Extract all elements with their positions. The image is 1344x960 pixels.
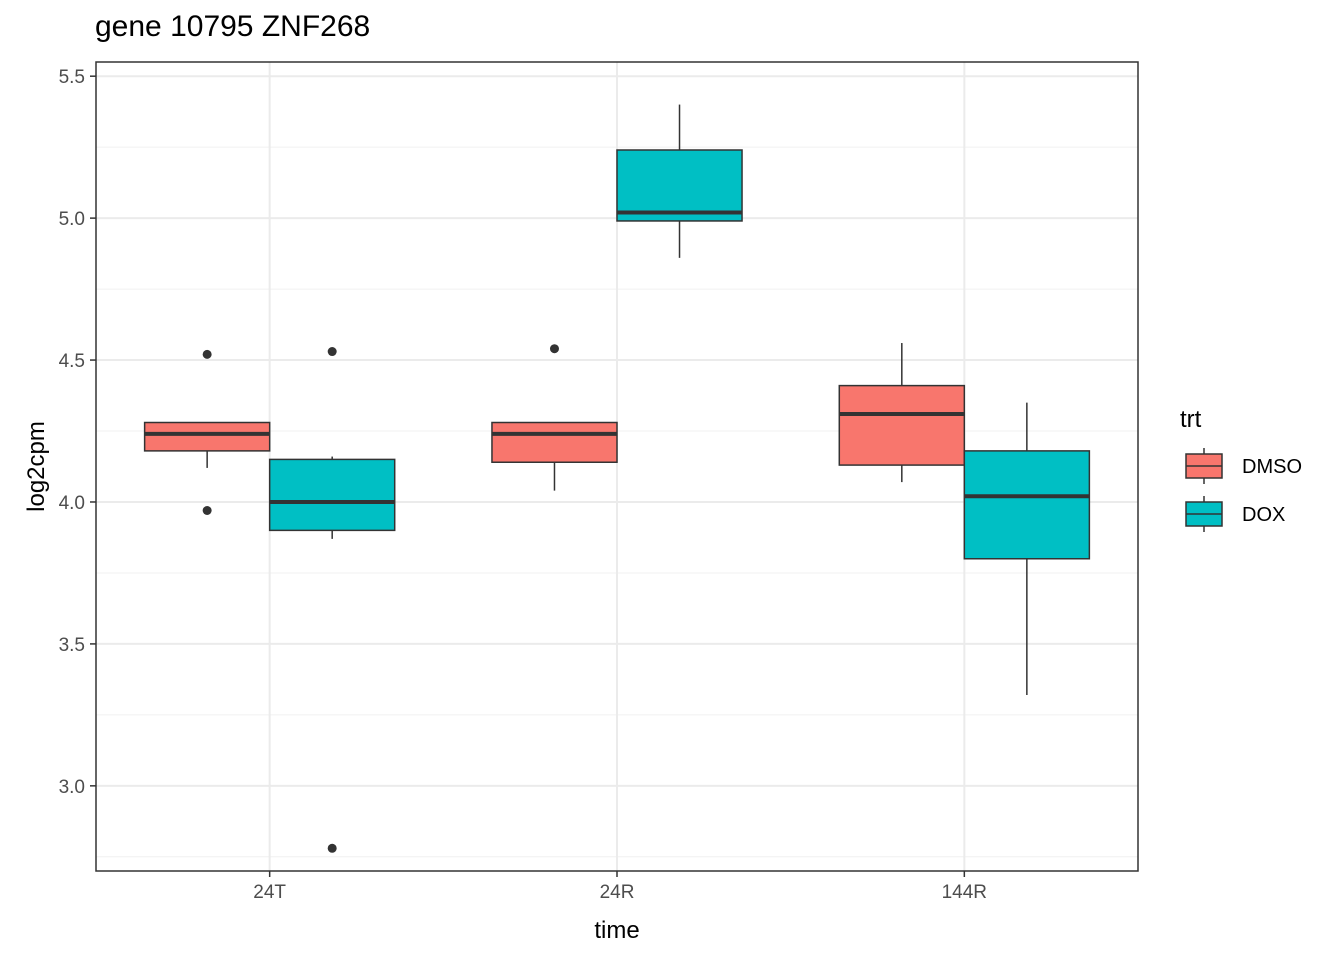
boxes <box>143 104 1091 853</box>
legend: trt DMSO DOX <box>1180 406 1302 532</box>
y-tick-label: 5.0 <box>59 209 85 230</box>
box-dox-144r <box>963 402 1091 696</box>
y-axis-title: log2cpm <box>23 421 50 512</box>
y-tick-label: 3.0 <box>59 777 85 798</box>
box-iqr <box>616 149 743 222</box>
box-dox-24t <box>268 347 396 853</box>
box-dmso-24r <box>491 344 618 491</box>
x-tick-label: 144R <box>942 882 987 903</box>
outlier-point <box>327 843 337 853</box>
outlier-point <box>549 344 559 354</box>
box-iqr <box>268 458 396 532</box>
chart-title: gene 10795 ZNF268 <box>95 10 371 43</box>
y-tick-label: 3.5 <box>59 635 85 656</box>
outlier-point <box>327 347 337 357</box>
legend-label: DOX <box>1242 504 1285 526</box>
x-axis-title: time <box>594 917 639 944</box>
box-dmso-144r <box>838 343 966 483</box>
x-tick-label: 24T <box>253 882 286 903</box>
box-iqr <box>143 421 271 452</box>
outlier-point <box>202 505 212 515</box>
box-iqr <box>491 421 618 463</box>
legend-item-dmso: DMSO <box>1185 448 1302 484</box>
outlier-point <box>202 349 212 359</box>
y-tick-label: 5.5 <box>59 67 85 88</box>
axes: 3.0 3.5 4.0 4.5 5.0 5.5 24T 24R 144R <box>59 67 987 903</box>
box-iqr <box>838 384 966 466</box>
y-tick-label: 4.0 <box>59 493 85 514</box>
box-iqr <box>963 450 1091 560</box>
box-dox-24r <box>616 104 743 258</box>
x-tick-label: 24R <box>600 882 635 903</box>
legend-item-dox: DOX <box>1185 496 1285 532</box>
box-dmso-24t <box>143 349 271 515</box>
legend-title: trt <box>1180 406 1202 433</box>
legend-label: DMSO <box>1242 456 1302 478</box>
y-tick-label: 4.5 <box>59 351 85 372</box>
